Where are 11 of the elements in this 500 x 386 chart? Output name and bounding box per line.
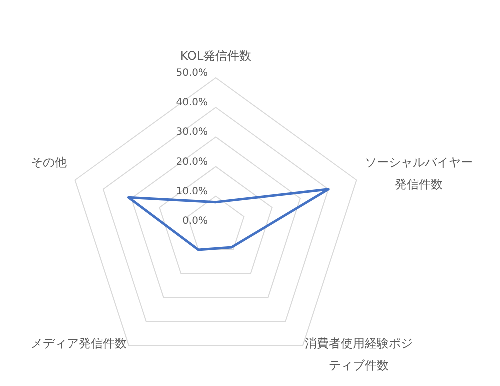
spoke-label: メディア発信件数 (31, 336, 128, 351)
spoke-label: KOL発信件数 (180, 49, 252, 63)
spoke-label: 消費者使用経験ポジティブ件数 (304, 336, 413, 373)
y-tick-label: 40.0% (176, 98, 208, 109)
y-tick-label: 0.0% (182, 216, 208, 227)
y-tick-label: 50.0% (176, 68, 208, 79)
y-tick-label: 10.0% (176, 186, 208, 198)
spoke-label: その他 (31, 155, 68, 170)
y-tick-label: 20.0% (176, 156, 208, 168)
y-tick-label: 30.0% (176, 127, 208, 138)
spoke-label: ソーシャルバイヤー発信件数 (364, 155, 473, 192)
